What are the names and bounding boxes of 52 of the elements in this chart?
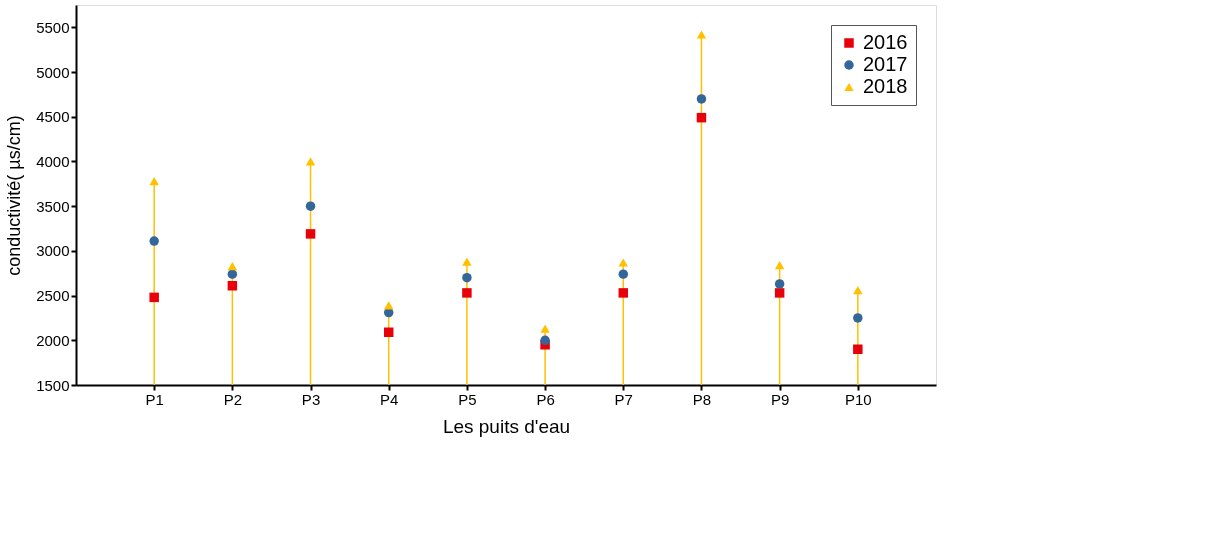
- x-tick-label: P2: [223, 390, 243, 408]
- y-tick-label: 3000: [36, 242, 70, 260]
- point: [462, 272, 472, 283]
- point: [774, 279, 785, 289]
- y-tick-label: 4000: [36, 152, 70, 170]
- y-tick-label: 2500: [36, 287, 70, 305]
- point: [149, 292, 159, 303]
- point: [618, 258, 629, 267]
- point: [774, 288, 785, 298]
- point: [149, 236, 159, 246]
- x-tick-label: P7: [614, 390, 633, 408]
- x-tick-label: P9: [770, 390, 790, 408]
- legend-label: 2018: [863, 75, 908, 97]
- y-tick-label: 3500: [36, 197, 70, 215]
- x-tick-label: P3: [301, 390, 321, 408]
- point: [383, 301, 394, 310]
- point: [696, 30, 707, 39]
- y-axis-title: conductivité( µs/cm): [4, 115, 25, 276]
- point: [462, 257, 472, 266]
- point: [305, 157, 316, 166]
- point: [383, 327, 394, 337]
- point: [618, 269, 629, 279]
- x-tick-label: P6: [536, 390, 555, 408]
- legend-label: 2016: [863, 31, 908, 53]
- point: [227, 281, 238, 291]
- point: [853, 344, 863, 354]
- x-tick-label: P4: [380, 390, 399, 408]
- legend-label: 2017: [863, 53, 908, 75]
- point: [618, 288, 629, 298]
- y-tick-label: 5000: [36, 63, 70, 81]
- point: [774, 261, 785, 270]
- point: [462, 288, 472, 298]
- point: [149, 177, 159, 186]
- y-tick-label: 1500: [36, 376, 70, 394]
- point: [853, 313, 863, 323]
- x-tick-label: P1: [145, 390, 164, 408]
- point: [227, 269, 238, 279]
- point: [853, 286, 863, 295]
- point: [227, 261, 238, 271]
- point: [540, 324, 550, 333]
- x-axis-title: Les puits d'eau: [442, 415, 571, 437]
- x-tick-label: P8: [692, 390, 712, 408]
- y-tick-label: 2000: [36, 331, 70, 349]
- y-tick-label: 5500: [36, 18, 70, 36]
- point: [540, 335, 550, 346]
- y-tick-label: 4500: [36, 108, 70, 126]
- point: [305, 229, 316, 239]
- point: [696, 94, 707, 104]
- x-tick-label: P5: [458, 390, 477, 408]
- point: [305, 201, 316, 211]
- point: [696, 112, 707, 123]
- x-tick-label: P10: [844, 390, 872, 408]
